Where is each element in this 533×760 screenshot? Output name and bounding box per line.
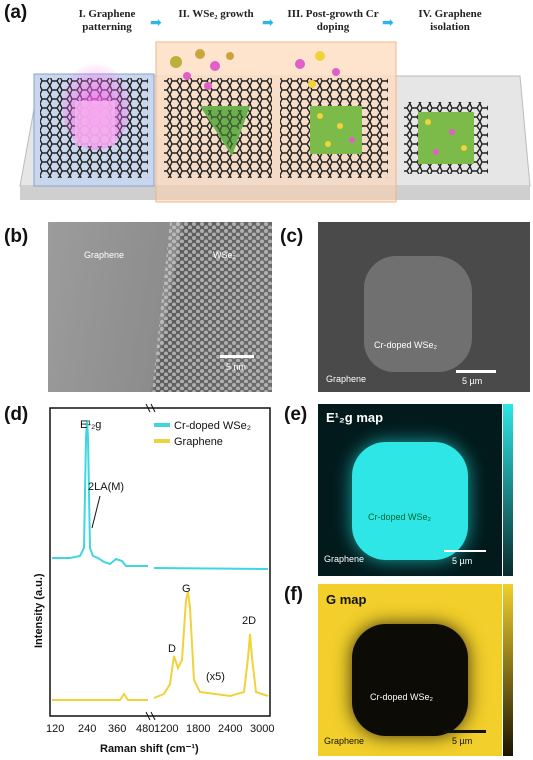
plot-frame: [49, 407, 271, 717]
panel-label-a: (a): [4, 2, 28, 23]
corner-label: Graphene: [326, 374, 367, 384]
inner-label: Cr-doped WSe₂: [370, 692, 434, 702]
colorbar-e: [503, 404, 513, 576]
map-title: E¹₂g map: [326, 410, 384, 425]
arrow-right-icon: ➡: [382, 14, 394, 30]
sem-image: Cr-doped WSe₂ Graphene 5 µm: [318, 222, 530, 392]
annotation-e2g: E¹₂g: [80, 419, 101, 431]
step-4-label: IV. Graphene isolation: [418, 8, 482, 33]
raman-chart: E¹₂g 2LA(M) D G 2D (x5) Cr-doped WSe₂ Gr…: [33, 403, 274, 755]
scale-label: 5 µm: [452, 736, 473, 746]
step-2-label: II. WSe₂ growth: [178, 8, 254, 20]
flake-map: [352, 442, 468, 560]
panel-label-d: (d): [4, 404, 29, 425]
wse2-label: WSe₂: [213, 250, 236, 260]
tick-480: 480: [136, 723, 154, 735]
tick-120: 120: [46, 723, 64, 735]
series-cr-doped-wse2: [52, 419, 269, 570]
axis-break-top: [145, 403, 156, 413]
scale-bar: [444, 730, 486, 733]
flake-map: [352, 624, 468, 736]
annotation-x5: (x5): [206, 671, 225, 683]
flake: [364, 256, 472, 372]
arrow-right-icon: ➡: [150, 14, 162, 30]
annotation-g: G: [182, 583, 191, 595]
scale-label: 5 µm: [452, 556, 473, 566]
map-title: G map: [326, 592, 367, 607]
tick-360: 360: [108, 723, 126, 735]
series-graphene: [52, 591, 269, 701]
graphene-label: Graphene: [84, 250, 125, 260]
tick-1800: 1800: [186, 723, 210, 735]
scale-bar: [444, 550, 486, 552]
corner-label: Graphene: [324, 736, 365, 746]
arrow-right-icon: ➡: [262, 14, 274, 30]
tick-2400: 2400: [218, 723, 242, 735]
scale-label: 5 µm: [462, 376, 483, 386]
scale-bar: [220, 355, 254, 358]
panel-label-f: (f): [284, 584, 303, 605]
legend-label-yellow: Graphene: [174, 436, 223, 448]
annotation-arrow: [91, 495, 101, 529]
panel-label-c: (c): [280, 226, 304, 247]
colorbar-f: [503, 584, 513, 756]
scale-label: 5 nm: [226, 362, 247, 372]
axis-break-bottom: [145, 711, 156, 721]
scale-bar: [456, 370, 496, 373]
inner-label: Cr-doped WSe₂: [374, 340, 438, 350]
panel-label-e: (e): [284, 404, 308, 425]
panel-label-b: (b): [4, 226, 29, 247]
x-axis-label: Raman shift (cm⁻¹): [100, 743, 199, 755]
legend-label-cyan: Cr-doped WSe₂: [174, 420, 251, 432]
annotation-2d: 2D: [242, 615, 256, 627]
annotation-d: D: [168, 643, 176, 655]
tick-3000: 3000: [250, 723, 274, 735]
y-axis-label: Intensity (a.u.): [33, 573, 45, 648]
annotation-2la: 2LA(M): [88, 481, 124, 493]
tick-240: 240: [78, 723, 96, 735]
g-map: G map Cr-doped WSe₂ Graphene 5 µm: [318, 584, 502, 756]
tem-image: Graphene WSe₂ 5 nm: [48, 222, 272, 392]
process-schematic: [19, 41, 531, 203]
corner-label: Graphene: [324, 554, 365, 564]
inner-label: Cr-doped WSe₂: [368, 512, 432, 522]
step-3-label: III. Post-growth Cr doping: [287, 8, 379, 33]
e2g-map: E¹₂g map Cr-doped WSe₂ Graphene 5 µm: [318, 404, 502, 576]
step-1-label: I. Graphene patterning: [78, 8, 136, 33]
tick-1200: 1200: [154, 723, 178, 735]
